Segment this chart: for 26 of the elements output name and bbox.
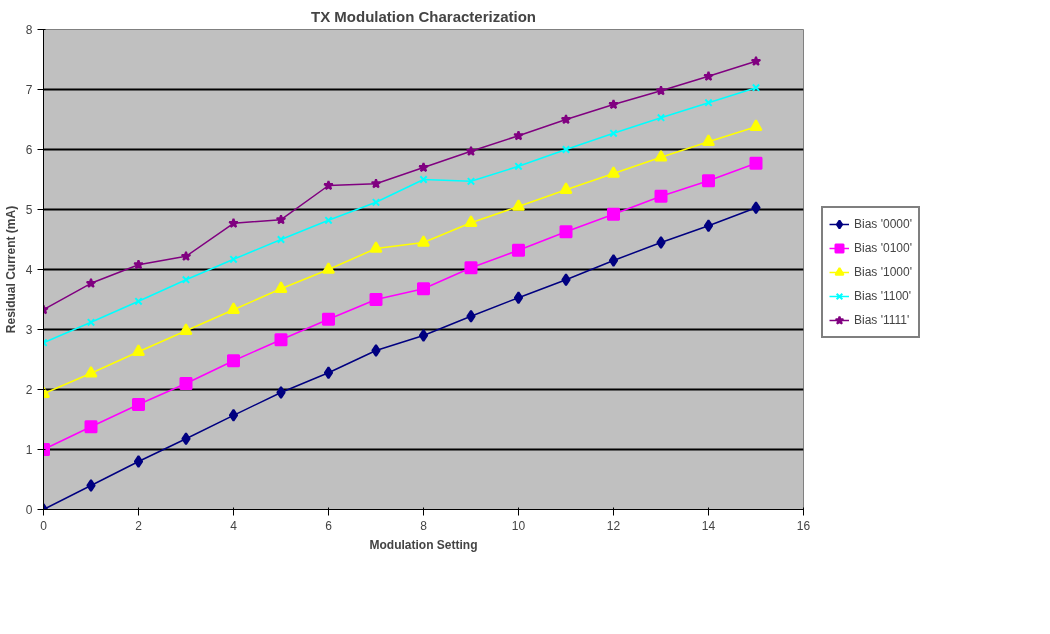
legend-label: Bias '0100' bbox=[854, 241, 912, 255]
x-axis-title: Modulation Setting bbox=[369, 537, 478, 552]
legend-label: Bias '1000' bbox=[854, 265, 912, 279]
y-tick-label: 3 bbox=[25, 323, 33, 337]
y-tick-label: 6 bbox=[25, 143, 33, 157]
y-tick-label: 5 bbox=[25, 203, 33, 217]
y-tick-label: 8 bbox=[25, 23, 33, 37]
x-tick-label: 2 bbox=[135, 518, 143, 533]
x-tick-label: 10 bbox=[511, 518, 526, 533]
x-tick-label: 8 bbox=[420, 518, 428, 533]
legend-label: Bias '1100' bbox=[854, 289, 912, 303]
y-tick-label: 7 bbox=[25, 83, 33, 97]
x-tick-label: 14 bbox=[701, 518, 716, 533]
legend-label: Bias '0000' bbox=[854, 217, 912, 231]
y-tick-label: 2 bbox=[25, 383, 33, 397]
y-tick-label: 0 bbox=[25, 503, 33, 517]
x-tick-label: 12 bbox=[606, 518, 621, 533]
x-tick-label: 16 bbox=[796, 518, 811, 533]
legend-label: Bias '1111' bbox=[854, 313, 910, 327]
y-axis-title: Residual Current (mA) bbox=[3, 205, 18, 334]
chart-title: TX Modulation Characterization bbox=[310, 7, 537, 25]
x-tick-label: 6 bbox=[325, 518, 333, 533]
y-tick-label: 4 bbox=[25, 263, 33, 277]
x-tick-label: 0 bbox=[40, 518, 48, 533]
x-tick-label: 4 bbox=[230, 518, 238, 533]
y-tick-label: 1 bbox=[25, 443, 33, 457]
